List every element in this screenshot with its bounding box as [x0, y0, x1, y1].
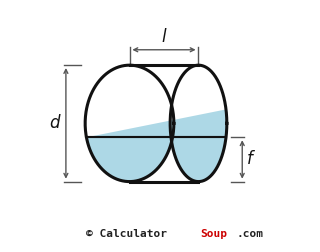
Text: l: l — [162, 28, 166, 46]
Text: d: d — [49, 114, 60, 132]
Polygon shape — [86, 109, 227, 182]
Text: Soup: Soup — [200, 229, 227, 239]
Text: f: f — [247, 150, 253, 169]
Text: .com: .com — [237, 229, 264, 239]
Text: © Calculator: © Calculator — [86, 229, 167, 239]
